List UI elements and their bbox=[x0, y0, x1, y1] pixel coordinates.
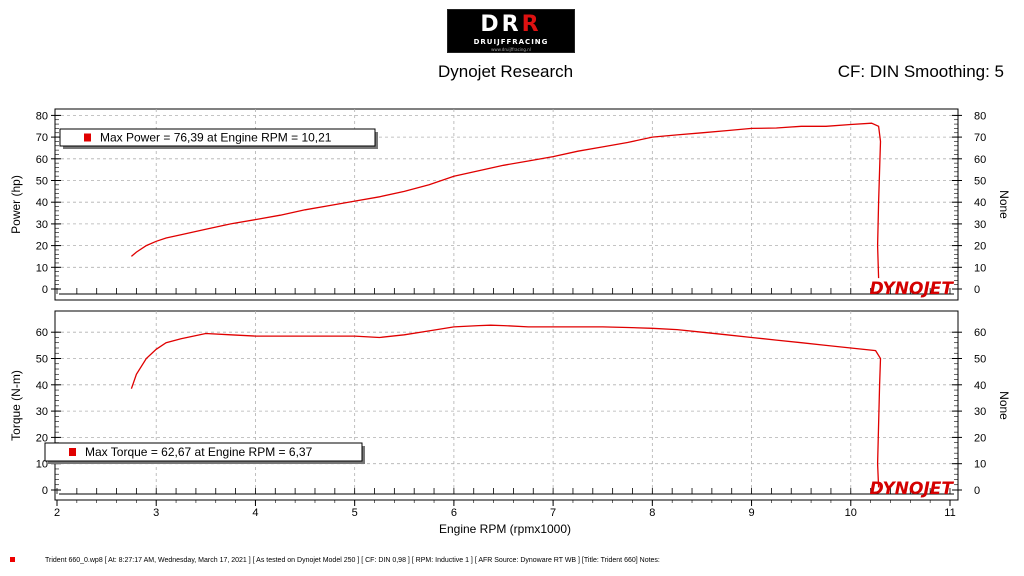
power-legend-box bbox=[59, 128, 376, 147]
footer-series-marker bbox=[10, 557, 15, 562]
torque-ytick-label-right: 10 bbox=[974, 459, 986, 471]
torque-legend-box bbox=[44, 442, 363, 462]
torque-ytick-label-right: 20 bbox=[974, 432, 986, 444]
power-series-line bbox=[130, 122, 882, 279]
torque-ytick-label-right: 30 bbox=[974, 406, 986, 418]
torque-ytick-label-left: 60 bbox=[36, 327, 48, 339]
power-ytick-label-left: 20 bbox=[36, 241, 48, 253]
torque-dynojet-watermark: DYNOJET bbox=[870, 479, 955, 499]
x-tick-label: 4 bbox=[252, 507, 258, 519]
power-ytick-label-right: 30 bbox=[974, 219, 986, 231]
torque-ytick-label-right: 50 bbox=[974, 354, 986, 366]
power-ytick-label-left: 10 bbox=[36, 262, 48, 274]
torque-ytick-label-left: 30 bbox=[36, 406, 48, 418]
torque-series-line bbox=[130, 324, 882, 488]
power-ytick-label-right: 0 bbox=[974, 284, 980, 296]
torque-legend-label: Max Torque = 62,67 at Engine RPM = 6,37 bbox=[85, 445, 313, 459]
x-tick-label: 6 bbox=[451, 507, 457, 519]
x-tick-label: 5 bbox=[352, 507, 358, 519]
power-legend-label: Max Power = 76,39 at Engine RPM = 10,21 bbox=[100, 131, 332, 145]
power-ytick-label-left: 60 bbox=[36, 154, 48, 166]
power-ytick-label-left: 0 bbox=[42, 284, 48, 296]
power-ytick-label-right: 40 bbox=[974, 197, 986, 209]
x-axis-label: Engine RPM (rpmx1000) bbox=[439, 522, 571, 536]
x-tick-label: 11 bbox=[944, 507, 955, 519]
torque-ytick-label-left: 40 bbox=[36, 380, 48, 392]
torque-ytick-label-right: 0 bbox=[974, 485, 980, 497]
power-dynojet-watermark: DYNOJET bbox=[870, 279, 955, 299]
power-legend-swatch bbox=[84, 133, 91, 142]
torque-legend-swatch bbox=[69, 448, 76, 456]
power-ytick-label-right: 80 bbox=[974, 110, 986, 122]
power-ytick-label-right: 10 bbox=[974, 262, 986, 274]
power-ytick-label-left: 40 bbox=[36, 197, 48, 209]
x-tick-label: 10 bbox=[845, 507, 857, 519]
power-ytick-label-right: 60 bbox=[974, 154, 986, 166]
power-ytick-label-right: 70 bbox=[974, 132, 986, 144]
torque-plot-frame bbox=[54, 310, 959, 501]
torque-ytick-label-left: 0 bbox=[42, 485, 48, 497]
power-ytick-label-left: 80 bbox=[36, 110, 48, 122]
run-info-footer: Trident 660_0.wp8 [ At: 8:27:17 AM, Wedn… bbox=[45, 557, 660, 564]
power-ytick-label-right: 20 bbox=[974, 241, 986, 253]
power-ytick-label-left: 70 bbox=[36, 132, 48, 144]
chart-title: Dynojet Research bbox=[438, 62, 574, 81]
torque-ytick-label-right: 40 bbox=[974, 380, 986, 392]
power-ylabel: Power (hp) bbox=[9, 175, 23, 234]
x-tick-label: 2 bbox=[54, 507, 60, 519]
x-tick-label: 3 bbox=[153, 507, 159, 519]
x-tick-label: 9 bbox=[748, 507, 754, 519]
correction-factor-info: CF: DIN Smoothing: 5 bbox=[837, 62, 1004, 81]
torque-ytick-label-left: 20 bbox=[36, 432, 48, 444]
power-ytick-label-left: 30 bbox=[36, 219, 48, 231]
power-ytick-label-right: 50 bbox=[974, 176, 986, 188]
torque-ytick-label-left: 10 bbox=[36, 459, 48, 471]
torque-ytick-label-right: 60 bbox=[974, 327, 986, 339]
x-tick-label: 8 bbox=[649, 507, 655, 519]
torque-ytick-label-left: 50 bbox=[36, 354, 48, 366]
druijff-racing-logo: DRR DRUIJFFRACING www.druijffracing.nl bbox=[447, 9, 575, 53]
power-ytick-label-left: 50 bbox=[36, 176, 48, 188]
power-ylabel-right: None bbox=[997, 190, 1011, 219]
torque-ylabel: Torque (N-m) bbox=[9, 370, 23, 441]
torque-ylabel-right: None bbox=[997, 391, 1011, 420]
x-tick-label: 7 bbox=[550, 507, 556, 519]
